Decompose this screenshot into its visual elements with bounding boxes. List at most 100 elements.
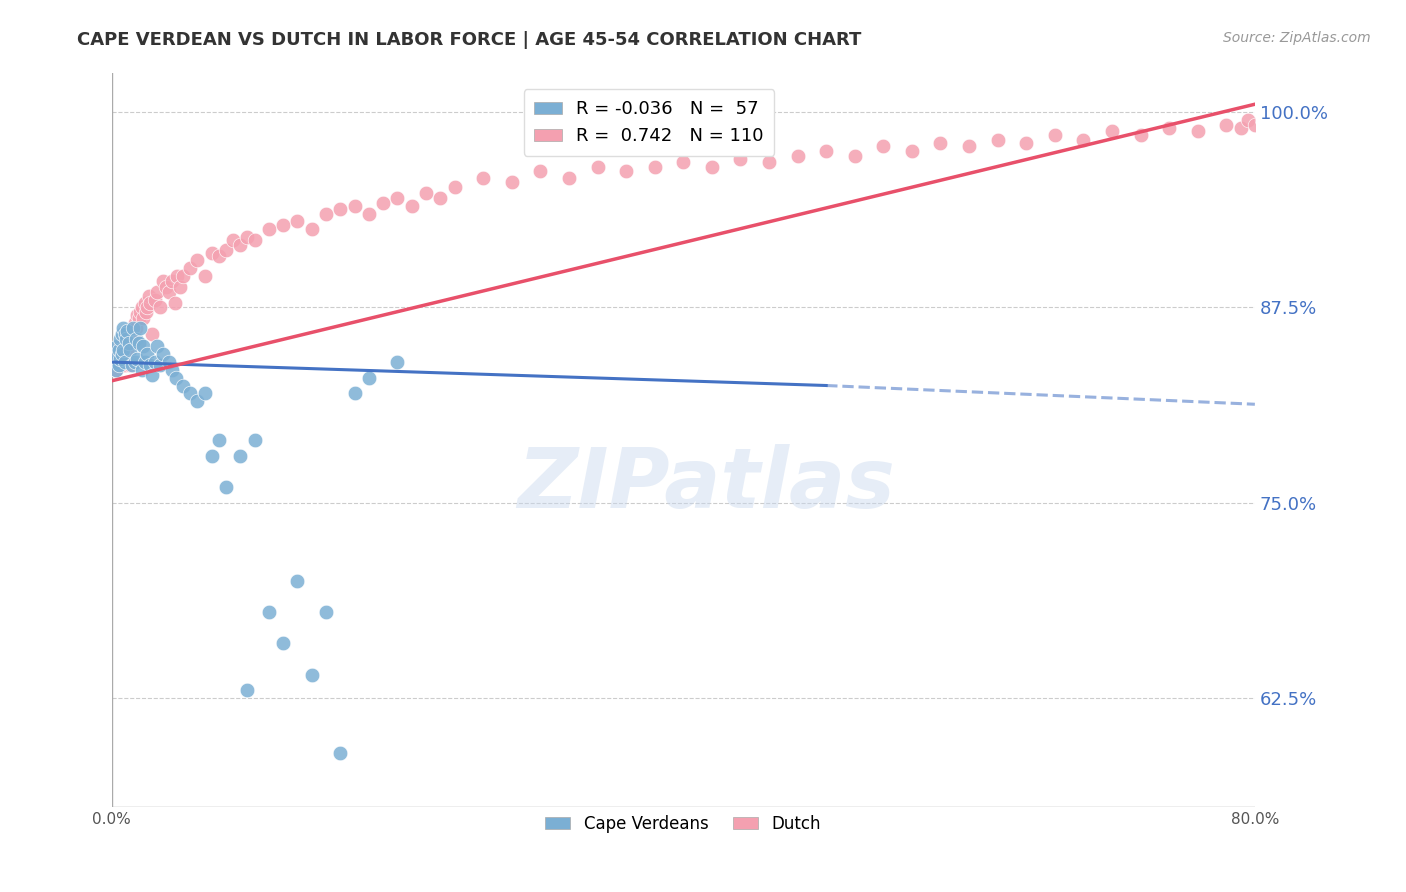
Point bbox=[901, 144, 924, 158]
Point bbox=[112, 320, 135, 334]
Point bbox=[172, 378, 194, 392]
Point bbox=[104, 363, 127, 377]
Point bbox=[155, 280, 177, 294]
Point bbox=[135, 305, 157, 319]
Point bbox=[1187, 124, 1209, 138]
Point bbox=[401, 199, 423, 213]
Point bbox=[179, 386, 201, 401]
Point bbox=[110, 332, 132, 346]
Point bbox=[169, 280, 191, 294]
Point bbox=[1159, 120, 1181, 135]
Point bbox=[1229, 120, 1251, 135]
Point bbox=[157, 355, 180, 369]
Point bbox=[108, 358, 131, 372]
Legend: Cape Verdeans, Dutch: Cape Verdeans, Dutch bbox=[538, 808, 828, 839]
Point bbox=[111, 326, 134, 341]
Point bbox=[1301, 105, 1323, 120]
Point bbox=[1400, 105, 1406, 120]
Point bbox=[125, 332, 148, 346]
Point bbox=[127, 308, 149, 322]
Point bbox=[1344, 105, 1367, 120]
Point bbox=[343, 199, 366, 213]
Point bbox=[614, 164, 637, 178]
Point bbox=[201, 245, 224, 260]
Point bbox=[146, 285, 169, 299]
Point bbox=[1129, 128, 1152, 143]
Point bbox=[229, 238, 252, 252]
Point bbox=[315, 605, 337, 619]
Text: CAPE VERDEAN VS DUTCH IN LABOR FORCE | AGE 45-54 CORRELATION CHART: CAPE VERDEAN VS DUTCH IN LABOR FORCE | A… bbox=[77, 31, 862, 49]
Point bbox=[131, 363, 153, 377]
Point bbox=[1043, 128, 1066, 143]
Point bbox=[157, 285, 180, 299]
Point bbox=[141, 368, 163, 382]
Point bbox=[844, 149, 866, 163]
Point bbox=[166, 269, 188, 284]
Point bbox=[672, 155, 695, 169]
Point bbox=[110, 339, 132, 353]
Point bbox=[139, 358, 162, 372]
Point bbox=[110, 351, 132, 366]
Point bbox=[373, 195, 395, 210]
Point bbox=[112, 343, 135, 357]
Point bbox=[208, 249, 231, 263]
Point bbox=[136, 301, 159, 315]
Point bbox=[243, 433, 266, 447]
Point bbox=[243, 233, 266, 247]
Point bbox=[1251, 112, 1274, 127]
Point bbox=[357, 370, 380, 384]
Point bbox=[586, 160, 609, 174]
Point bbox=[786, 149, 808, 163]
Point bbox=[122, 326, 145, 341]
Point bbox=[114, 355, 136, 369]
Point bbox=[315, 206, 337, 220]
Point bbox=[132, 339, 155, 353]
Point bbox=[987, 133, 1010, 147]
Point bbox=[136, 347, 159, 361]
Point bbox=[472, 170, 495, 185]
Point bbox=[152, 274, 174, 288]
Point bbox=[186, 394, 208, 409]
Point bbox=[301, 667, 323, 681]
Point bbox=[129, 320, 152, 334]
Point bbox=[104, 347, 127, 361]
Point bbox=[121, 358, 143, 372]
Point bbox=[143, 355, 166, 369]
Point bbox=[758, 155, 780, 169]
Point bbox=[163, 295, 186, 310]
Point bbox=[1386, 105, 1406, 120]
Point bbox=[165, 370, 187, 384]
Point bbox=[1272, 112, 1295, 127]
Point bbox=[1244, 118, 1267, 132]
Point bbox=[1329, 108, 1351, 122]
Point bbox=[172, 269, 194, 284]
Point bbox=[222, 233, 245, 247]
Point bbox=[112, 351, 135, 366]
Point bbox=[127, 351, 149, 366]
Point bbox=[271, 636, 294, 650]
Point bbox=[134, 295, 156, 310]
Point bbox=[143, 293, 166, 307]
Point bbox=[131, 301, 153, 315]
Point bbox=[443, 180, 465, 194]
Point bbox=[529, 164, 551, 178]
Point bbox=[128, 311, 150, 326]
Point bbox=[160, 274, 183, 288]
Text: ZIPatlas: ZIPatlas bbox=[517, 443, 896, 524]
Point bbox=[229, 449, 252, 463]
Point bbox=[257, 605, 280, 619]
Point bbox=[236, 230, 259, 244]
Point bbox=[1372, 105, 1395, 120]
Point bbox=[1358, 105, 1381, 120]
Point bbox=[1286, 108, 1309, 122]
Point bbox=[122, 320, 145, 334]
Point bbox=[236, 683, 259, 698]
Point bbox=[121, 320, 143, 334]
Point bbox=[103, 355, 125, 369]
Point bbox=[124, 316, 146, 330]
Point bbox=[118, 336, 141, 351]
Point bbox=[104, 363, 127, 377]
Point bbox=[301, 222, 323, 236]
Point bbox=[115, 332, 138, 346]
Point bbox=[111, 343, 134, 357]
